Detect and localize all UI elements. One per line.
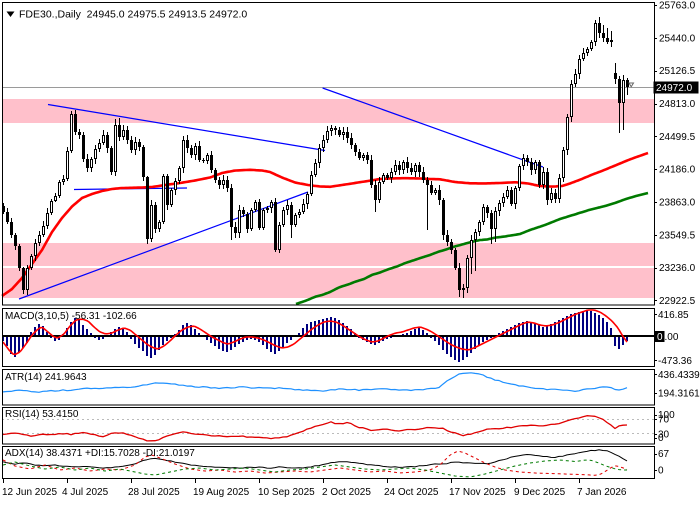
svg-text:22922.5: 22922.5 — [659, 296, 696, 307]
svg-text:194.3161: 194.3161 — [658, 389, 700, 400]
svg-text:RSI(14) 53.4150: RSI(14) 53.4150 — [5, 409, 79, 420]
svg-text:70: 70 — [658, 415, 670, 426]
svg-text:25763.0: 25763.0 — [659, 1, 696, 12]
svg-text:0: 0 — [657, 332, 663, 343]
svg-text:FDE30.,Daily 24945.0 24975.5: FDE30.,Daily 24945.0 24975.5 24913.5 249… — [19, 9, 247, 21]
svg-text:436.4339: 436.4339 — [658, 370, 700, 381]
svg-text:.00: .00 — [665, 332, 679, 343]
svg-text:25440.0: 25440.0 — [659, 33, 696, 44]
svg-text:9 Dec 2025: 9 Dec 2025 — [514, 487, 566, 498]
svg-text:10 Sep 2025: 10 Sep 2025 — [258, 487, 315, 498]
svg-text:30: 30 — [658, 429, 670, 440]
svg-text:0: 0 — [658, 433, 664, 444]
svg-text:28 Jul 2025: 28 Jul 2025 — [128, 487, 180, 498]
svg-text:23549.5: 23549.5 — [659, 230, 696, 241]
svg-text:416.85: 416.85 — [658, 310, 689, 321]
svg-text:100: 100 — [658, 410, 675, 421]
svg-text:ATR(14) 241.9643: ATR(14) 241.9643 — [5, 372, 87, 383]
svg-text:19 Aug 2025: 19 Aug 2025 — [193, 487, 250, 498]
svg-text:2 Oct 2025: 2 Oct 2025 — [322, 487, 371, 498]
svg-text:25126.5: 25126.5 — [659, 66, 696, 77]
svg-text:24186.0: 24186.0 — [659, 165, 696, 176]
svg-text:4 Jul 2025: 4 Jul 2025 — [62, 487, 109, 498]
svg-text:0: 0 — [658, 465, 664, 476]
svg-text:67: 67 — [658, 449, 670, 460]
svg-text:24813.0: 24813.0 — [659, 99, 696, 110]
svg-text:12 Jun 2025: 12 Jun 2025 — [2, 487, 57, 498]
svg-text:24972.0: 24972.0 — [656, 83, 693, 94]
svg-text:24499.5: 24499.5 — [659, 132, 696, 143]
svg-text:23863.0: 23863.0 — [659, 198, 696, 209]
svg-text:7 Jan 2026: 7 Jan 2026 — [577, 487, 627, 498]
svg-text:-473.36: -473.36 — [658, 356, 692, 367]
svg-text:MACD(3,10,5) -56.31 -102.66: MACD(3,10,5) -56.31 -102.66 — [5, 311, 137, 322]
svg-text:ADX(14) 38.4371 +DI:15.7028: ADX(14) 38.4371 +DI:15.7028 -DI:21.0197 — [5, 448, 195, 459]
svg-text:23236.0: 23236.0 — [659, 263, 696, 274]
svg-text:17 Nov 2025: 17 Nov 2025 — [449, 487, 506, 498]
svg-text:24 Oct 2025: 24 Oct 2025 — [384, 487, 439, 498]
